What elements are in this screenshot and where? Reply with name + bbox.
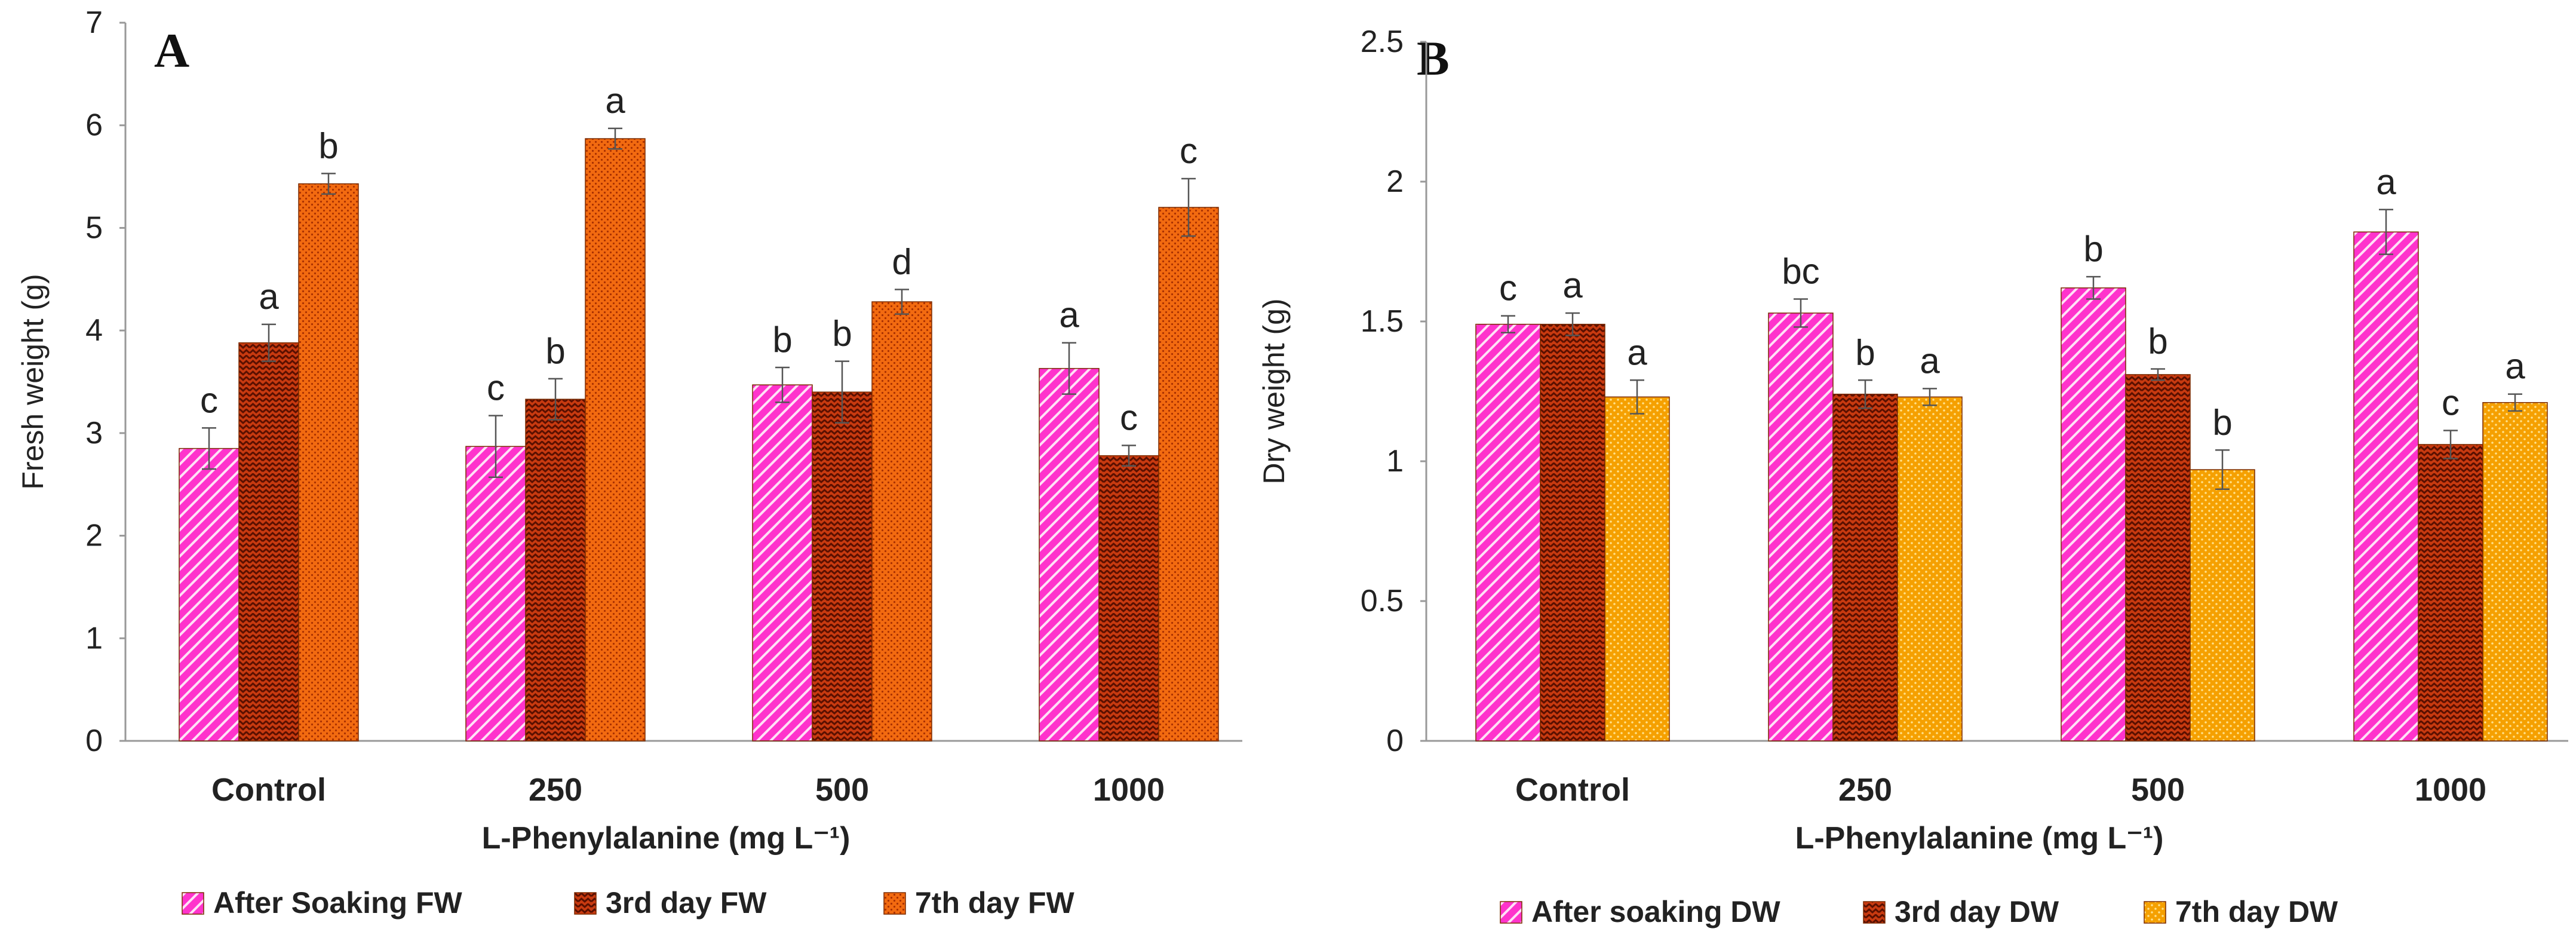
y-tick-label: 0 (85, 724, 103, 758)
y-tick-label: 7 (85, 5, 103, 40)
significance-letter: a (2376, 162, 2396, 202)
significance-letter: b (1855, 332, 1875, 372)
significance-letter: bc (1782, 252, 1819, 292)
significance-letter: a (259, 277, 279, 317)
significance-letter: b (772, 320, 792, 360)
x-category-label: Control (211, 772, 326, 808)
bar (1768, 312, 1834, 741)
bar (1604, 396, 1670, 741)
y-tick-label: 1 (85, 621, 103, 655)
bar (179, 448, 240, 741)
y-tick-label: 4 (85, 313, 103, 348)
y-axis-title: Dry weight (g) (1257, 298, 1291, 484)
bar (1540, 323, 1605, 741)
y-tick-label: 3 (85, 416, 103, 451)
significance-letter: b (318, 125, 338, 166)
bar (2482, 402, 2548, 741)
legend-label: 3rd day DW (1895, 895, 2059, 928)
significance-letter: a (1627, 332, 1647, 372)
bar (1475, 323, 1541, 741)
y-tick-label: 1 (1386, 444, 1404, 479)
significance-letter: a (605, 81, 625, 121)
x-category-label: 1000 (2415, 772, 2486, 808)
x-category-label: 1000 (1093, 772, 1165, 808)
y-tick-label: 5 (85, 210, 103, 245)
y-tick-label: 0 (1386, 724, 1404, 758)
significance-letter: c (200, 380, 218, 420)
legend-label: After Soaking FW (213, 886, 462, 920)
legend-swatch (574, 892, 597, 915)
panel-label: B (1417, 31, 1450, 85)
significance-letter: b (2083, 229, 2103, 269)
y-tick-label: 6 (85, 108, 103, 143)
legend-label: 7th day DW (2175, 895, 2338, 928)
bar (525, 399, 586, 741)
y-tick-label: 1.5 (1361, 304, 1404, 339)
significance-letter: a (1562, 265, 1583, 305)
x-category-label: 250 (1838, 772, 1892, 808)
bar (585, 138, 646, 741)
legend-swatch (182, 892, 204, 915)
legend-label: After soaking DW (1531, 895, 1781, 928)
bar (238, 342, 299, 741)
legend-label: 3rd day FW (606, 886, 767, 920)
legend-swatch (1863, 901, 1886, 924)
legend-label: 7th day FW (915, 886, 1074, 920)
x-category-label: 500 (2131, 772, 2185, 808)
bar (2353, 231, 2419, 741)
significance-letter: c (1499, 268, 1517, 308)
bar (2418, 444, 2483, 741)
y-tick-label: 2.5 (1361, 24, 1404, 59)
significance-letter: a (2505, 347, 2525, 387)
bar (1158, 207, 1219, 741)
significance-letter: c (487, 368, 505, 408)
x-axis-title: L-Phenylalanine (mg L⁻¹) (482, 821, 851, 856)
y-tick-label: 0.5 (1361, 584, 1404, 618)
significance-letter: c (1120, 397, 1138, 437)
bar (465, 446, 526, 741)
significance-letter: a (1920, 341, 1940, 381)
x-category-label: 500 (815, 772, 869, 808)
legend-swatch (2144, 901, 2166, 924)
significance-letter: c (1180, 131, 1198, 171)
legend-swatch (1500, 901, 1522, 924)
panel-label: A (154, 23, 189, 78)
significance-letter: b (832, 314, 852, 354)
y-axis-title: Fresh weight (g) (16, 274, 50, 489)
bar (812, 391, 873, 741)
significance-letter: c (2442, 383, 2460, 423)
significance-letter: b (545, 331, 565, 371)
significance-letter: d (892, 241, 911, 281)
y-tick-label: 2 (85, 519, 103, 553)
bar (871, 301, 932, 741)
bar (298, 183, 359, 741)
legend-swatch (883, 892, 906, 915)
bar (1039, 367, 1100, 741)
x-axis-title: L-Phenylalanine (mg L⁻¹) (1795, 821, 2164, 856)
bar (1098, 455, 1159, 741)
bar (2125, 374, 2191, 741)
x-category-label: Control (1515, 772, 1630, 808)
x-category-label: 250 (529, 772, 582, 808)
y-tick-label: 2 (1386, 164, 1404, 199)
significance-letter: b (2212, 402, 2232, 442)
bar (752, 384, 813, 741)
significance-letter: a (1059, 295, 1079, 335)
bar (2190, 469, 2255, 741)
bar (2061, 287, 2126, 741)
bar (1832, 393, 1898, 741)
bar (1897, 396, 1963, 741)
significance-letter: b (2148, 321, 2167, 361)
panel-b-dry-weight-chart: B 0 0.5 1 1.5 2 2.5 Dry weight (g) Control c a a 250… (1257, 24, 2568, 928)
